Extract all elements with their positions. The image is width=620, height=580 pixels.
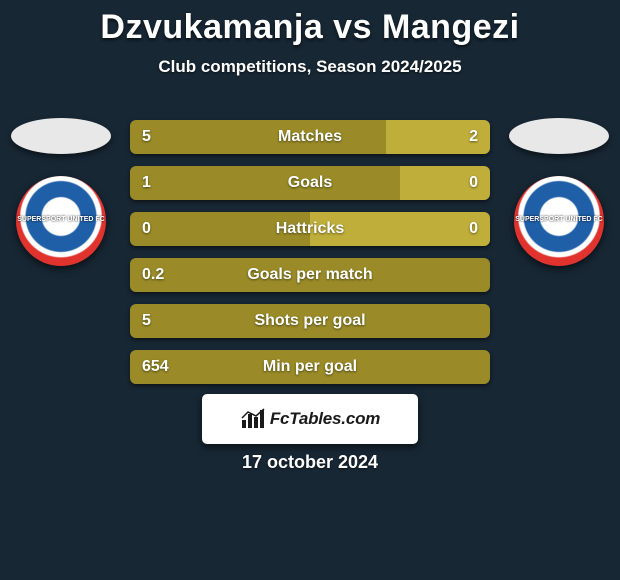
stat-left-value: 5 [130,120,386,154]
stat-row: 654Min per goal [130,350,490,384]
brand-chart-icon [240,408,266,430]
player-right-club-badge: SUPERSPORT UNITED FC [514,176,604,266]
stat-left-value: 654 [130,350,490,384]
stat-row: 00Hattricks [130,212,490,246]
stat-right-value: 0 [310,212,490,246]
stat-left-value: 1 [130,166,400,200]
stat-row: 52Matches [130,120,490,154]
player-left-club-badge: SUPERSPORT UNITED FC [16,176,106,266]
subtitle: Club competitions, Season 2024/2025 [0,57,620,77]
player-right-column: SUPERSPORT UNITED FC [504,118,614,266]
page-title: Dzvukamanja vs Mangezi [0,0,620,47]
player-right-club-text: SUPERSPORT UNITED FC [515,216,603,223]
brand-box: FcTables.com [202,394,418,444]
stat-left-value: 0 [130,212,310,246]
stat-row: 10Goals [130,166,490,200]
player-left-column: SUPERSPORT UNITED FC [6,118,116,266]
player-right-silhouette [509,118,609,154]
player-left-club-text: SUPERSPORT UNITED FC [17,216,105,223]
stat-right-value: 2 [386,120,490,154]
player-left-silhouette [11,118,111,154]
stat-left-value: 5 [130,304,490,338]
stat-row: 5Shots per goal [130,304,490,338]
stat-row: 0.2Goals per match [130,258,490,292]
date-text: 17 october 2024 [0,452,620,473]
stat-right-value: 0 [400,166,490,200]
stats-bars-container: 52Matches 10Goals 00Hattricks 0.2Goals per … [130,120,490,396]
brand-text: FcTables.com [270,409,380,429]
stat-left-value: 0.2 [130,258,490,292]
